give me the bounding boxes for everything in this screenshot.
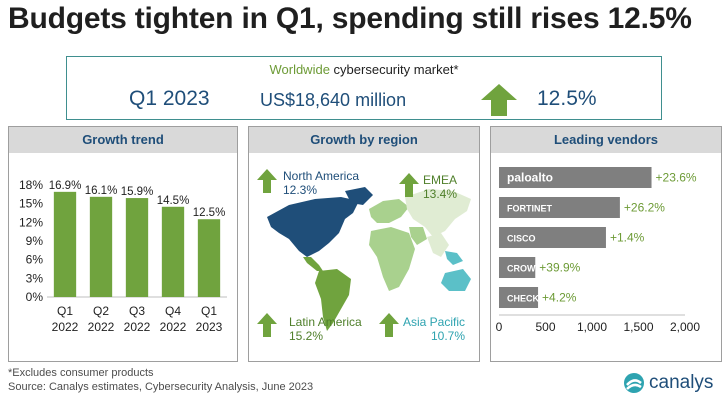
market-growth: 12.5% <box>537 87 597 110</box>
vendor-growth-label: +4.2% <box>542 291 577 305</box>
growth-trend-panel: Growth trend 0% 3% 6% 9% 12% 15% 18% 16.9% Q1 202… <box>8 126 238 362</box>
leading-vendors-title: Leading vendors <box>491 127 721 153</box>
europe-shape <box>369 199 409 223</box>
source-note: Source: Canalys estimates, Cybersecurity… <box>8 381 314 393</box>
canalys-logo-text: canalys <box>649 372 714 393</box>
vendor-name-label: CROWDSTRIKE <box>507 264 575 274</box>
x-tick-label: 1,500 <box>623 320 653 333</box>
central-america-shape <box>303 257 323 271</box>
market-label-worldwide: Worldwide <box>269 62 330 77</box>
bar-data-label: 15.9% <box>121 186 154 198</box>
australia-shape <box>441 269 471 291</box>
market-label: Worldwide cybersecurity market* <box>67 62 661 77</box>
x-tick-label: 500 <box>535 320 555 333</box>
growth-trend-title: Growth trend <box>9 127 237 153</box>
region-latin-america-name: Latin America <box>289 315 362 329</box>
y-tick-label: 0% <box>26 290 44 304</box>
vendor-bar <box>499 227 606 248</box>
growth-trend-chart: 0% 3% 6% 9% 12% 15% 18% 16.9% Q1 2022 16.1% Q2 2022 1… <box>19 178 227 334</box>
bar <box>125 198 149 297</box>
x-tick-label: Q4 <box>165 304 181 318</box>
up-arrow-icon <box>481 84 517 116</box>
bar-data-label: 16.1% <box>85 185 118 197</box>
north-america-up-arrow-icon <box>257 169 277 193</box>
vendor-growth-label: +23.6% <box>656 171 697 185</box>
region-north-america-name: North America <box>283 169 360 183</box>
africa-shape <box>369 227 415 291</box>
growth-by-region-panel: Growth by region North America 12.3% EME… <box>248 126 480 362</box>
x-tick-label: 0 <box>496 320 503 333</box>
x-tick-label: Q1 <box>57 304 73 318</box>
leading-vendors-chart: paloalto +23.6% FORTINET +26.2% CISCO +1.4% CR… <box>496 167 700 333</box>
south-america-shape <box>315 269 351 331</box>
region-emea-growth: 13.4% <box>423 187 458 201</box>
y-tick-label: 15% <box>19 197 43 211</box>
page-title: Budgets tighten in Q1, spending still ri… <box>8 2 692 35</box>
market-period: Q1 2023 <box>129 87 210 110</box>
vendor-bar <box>499 257 536 278</box>
region-asia-pacific: Asia Pacific 10.7% <box>403 315 465 343</box>
x-tick-label: Q2 <box>93 304 109 318</box>
bar <box>197 219 221 297</box>
bar <box>53 191 77 297</box>
region-latin-america-growth: 15.2% <box>289 329 324 343</box>
emea-up-arrow-icon <box>399 173 419 197</box>
canalys-logo: canalys <box>623 372 713 394</box>
vendor-name-label: CISCO <box>507 234 536 244</box>
asia-pacific-up-arrow-icon <box>379 313 399 337</box>
x-tick-label: 2022 <box>124 320 151 334</box>
leading-vendors-panel: Leading vendors paloalto +23.6% FORTINET +2… <box>490 126 722 362</box>
region-north-america: North America 12.3% <box>283 169 359 197</box>
region-emea: EMEA 13.4% <box>423 173 457 201</box>
vendor-growth-label: +1.4% <box>610 231 645 245</box>
y-tick-label: 18% <box>19 178 43 192</box>
region-asia-pacific-name: Asia Pacific <box>403 315 466 329</box>
y-tick-label: 3% <box>26 271 44 285</box>
bar-data-label: 14.5% <box>157 195 190 207</box>
vendor-growth-label: +39.9% <box>539 261 580 275</box>
x-tick-label: 2022 <box>88 320 115 334</box>
region-north-america-growth: 12.3% <box>283 183 318 197</box>
middle-east-shape <box>409 227 427 245</box>
growth-by-region-title: Growth by region <box>249 127 479 153</box>
canalys-logo-icon <box>624 373 644 393</box>
region-latin-america: Latin America 15.2% <box>289 315 362 343</box>
latin-america-up-arrow-icon <box>257 313 277 337</box>
north-america-shape <box>267 197 359 257</box>
x-tick-label: 2023 <box>196 320 223 334</box>
market-label-rest: cybersecurity market* <box>333 62 459 77</box>
greenland-shape <box>345 187 373 205</box>
vendor-bar <box>499 287 539 308</box>
bar <box>89 196 113 297</box>
y-tick-label: 12% <box>19 215 43 229</box>
vendor-name-label: CHECK POINT <box>507 294 570 304</box>
world-map <box>267 187 471 331</box>
x-tick-label: 2,000 <box>670 320 700 333</box>
market-value: US$18,640 million <box>260 90 407 110</box>
x-tick-label: 1,000 <box>577 320 607 333</box>
bar-data-label: 12.5% <box>193 207 226 219</box>
market-summary-box: Worldwide cybersecurity market* Q1 2023 … <box>66 56 662 120</box>
bar <box>161 206 185 297</box>
vendor-name-label: FORTINET <box>507 204 552 214</box>
y-tick-label: 9% <box>26 234 44 248</box>
region-emea-name: EMEA <box>423 173 458 187</box>
vendor-bar <box>499 167 652 188</box>
x-tick-label: 2022 <box>52 320 79 334</box>
region-asia-pacific-growth: 10.7% <box>431 329 466 343</box>
vendor-bar <box>499 197 620 218</box>
bar-data-label: 16.9% <box>49 180 82 192</box>
x-tick-label: 2022 <box>160 320 187 334</box>
x-tick-label: Q1 <box>201 304 217 318</box>
vendor-name-label: paloalto <box>507 171 553 185</box>
vendor-growth-label: +26.2% <box>624 201 665 215</box>
south-asia-shape <box>427 233 449 257</box>
footnote: *Excludes consumer products <box>8 367 154 379</box>
asia-shape <box>405 189 471 237</box>
x-tick-label: Q3 <box>129 304 145 318</box>
se-asia-shape <box>445 251 463 265</box>
y-tick-label: 6% <box>26 253 44 267</box>
